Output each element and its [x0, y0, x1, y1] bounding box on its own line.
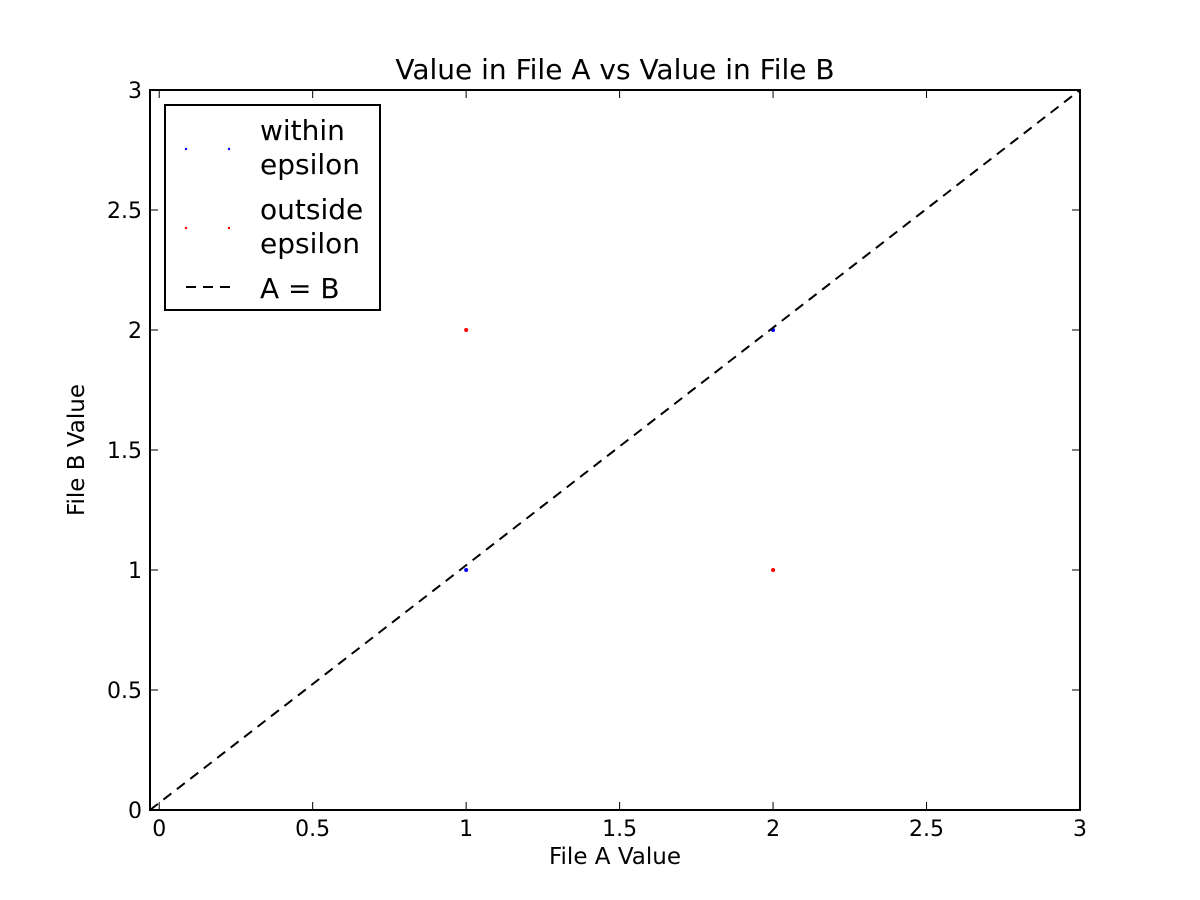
legend-entry-identity-label: A = B [260, 272, 340, 305]
legend-entry-within-label: within [260, 114, 345, 147]
legend-entry-outside-label: epsilon [260, 227, 360, 260]
x-tick-label: 0 [152, 817, 166, 842]
chart-title: Value in File A vs Value in File B [395, 53, 834, 86]
outside-epsilon-point-1 [464, 328, 469, 332]
y-tick-label: 0 [128, 799, 142, 824]
legend-box [164, 104, 381, 311]
y-axis-label: File B Value [64, 384, 90, 516]
outside-epsilon-point-2 [771, 568, 776, 572]
x-tick-label: 0.5 [295, 817, 330, 842]
x-axis-label: File A Value [549, 844, 681, 870]
y-axis: 0 0.5 1 1.5 2 2.5 3 [107, 79, 1080, 824]
legend-entry-outside-marker [227, 226, 231, 230]
x-tick-label: 3 [1073, 817, 1087, 842]
y-tick-label: 0.5 [107, 679, 142, 704]
within-epsilon-point-1 [464, 568, 469, 572]
x-tick-label: 1.5 [602, 817, 637, 842]
legend-entry-within-marker [227, 147, 231, 151]
y-tick-label: 2.5 [107, 199, 142, 224]
y-tick-label: 1 [128, 559, 142, 584]
legend-entry-within-label: epsilon [260, 148, 360, 181]
y-tick-label: 2 [128, 319, 142, 344]
y-tick-label: 3 [128, 79, 142, 104]
identity-line [149, 89, 1081, 811]
legend-entry-within-marker [184, 147, 188, 151]
x-axis: 0 0.5 1 1.5 2 2.5 3 [152, 90, 1087, 842]
x-tick-label: 1 [459, 817, 473, 842]
legend-entry-outside-marker [184, 226, 188, 230]
y-tick-label: 1.5 [107, 439, 142, 464]
x-tick-label: 2.5 [909, 817, 944, 842]
x-tick-label: 2 [766, 817, 780, 842]
legend-entry-outside-label: outside [260, 193, 363, 226]
